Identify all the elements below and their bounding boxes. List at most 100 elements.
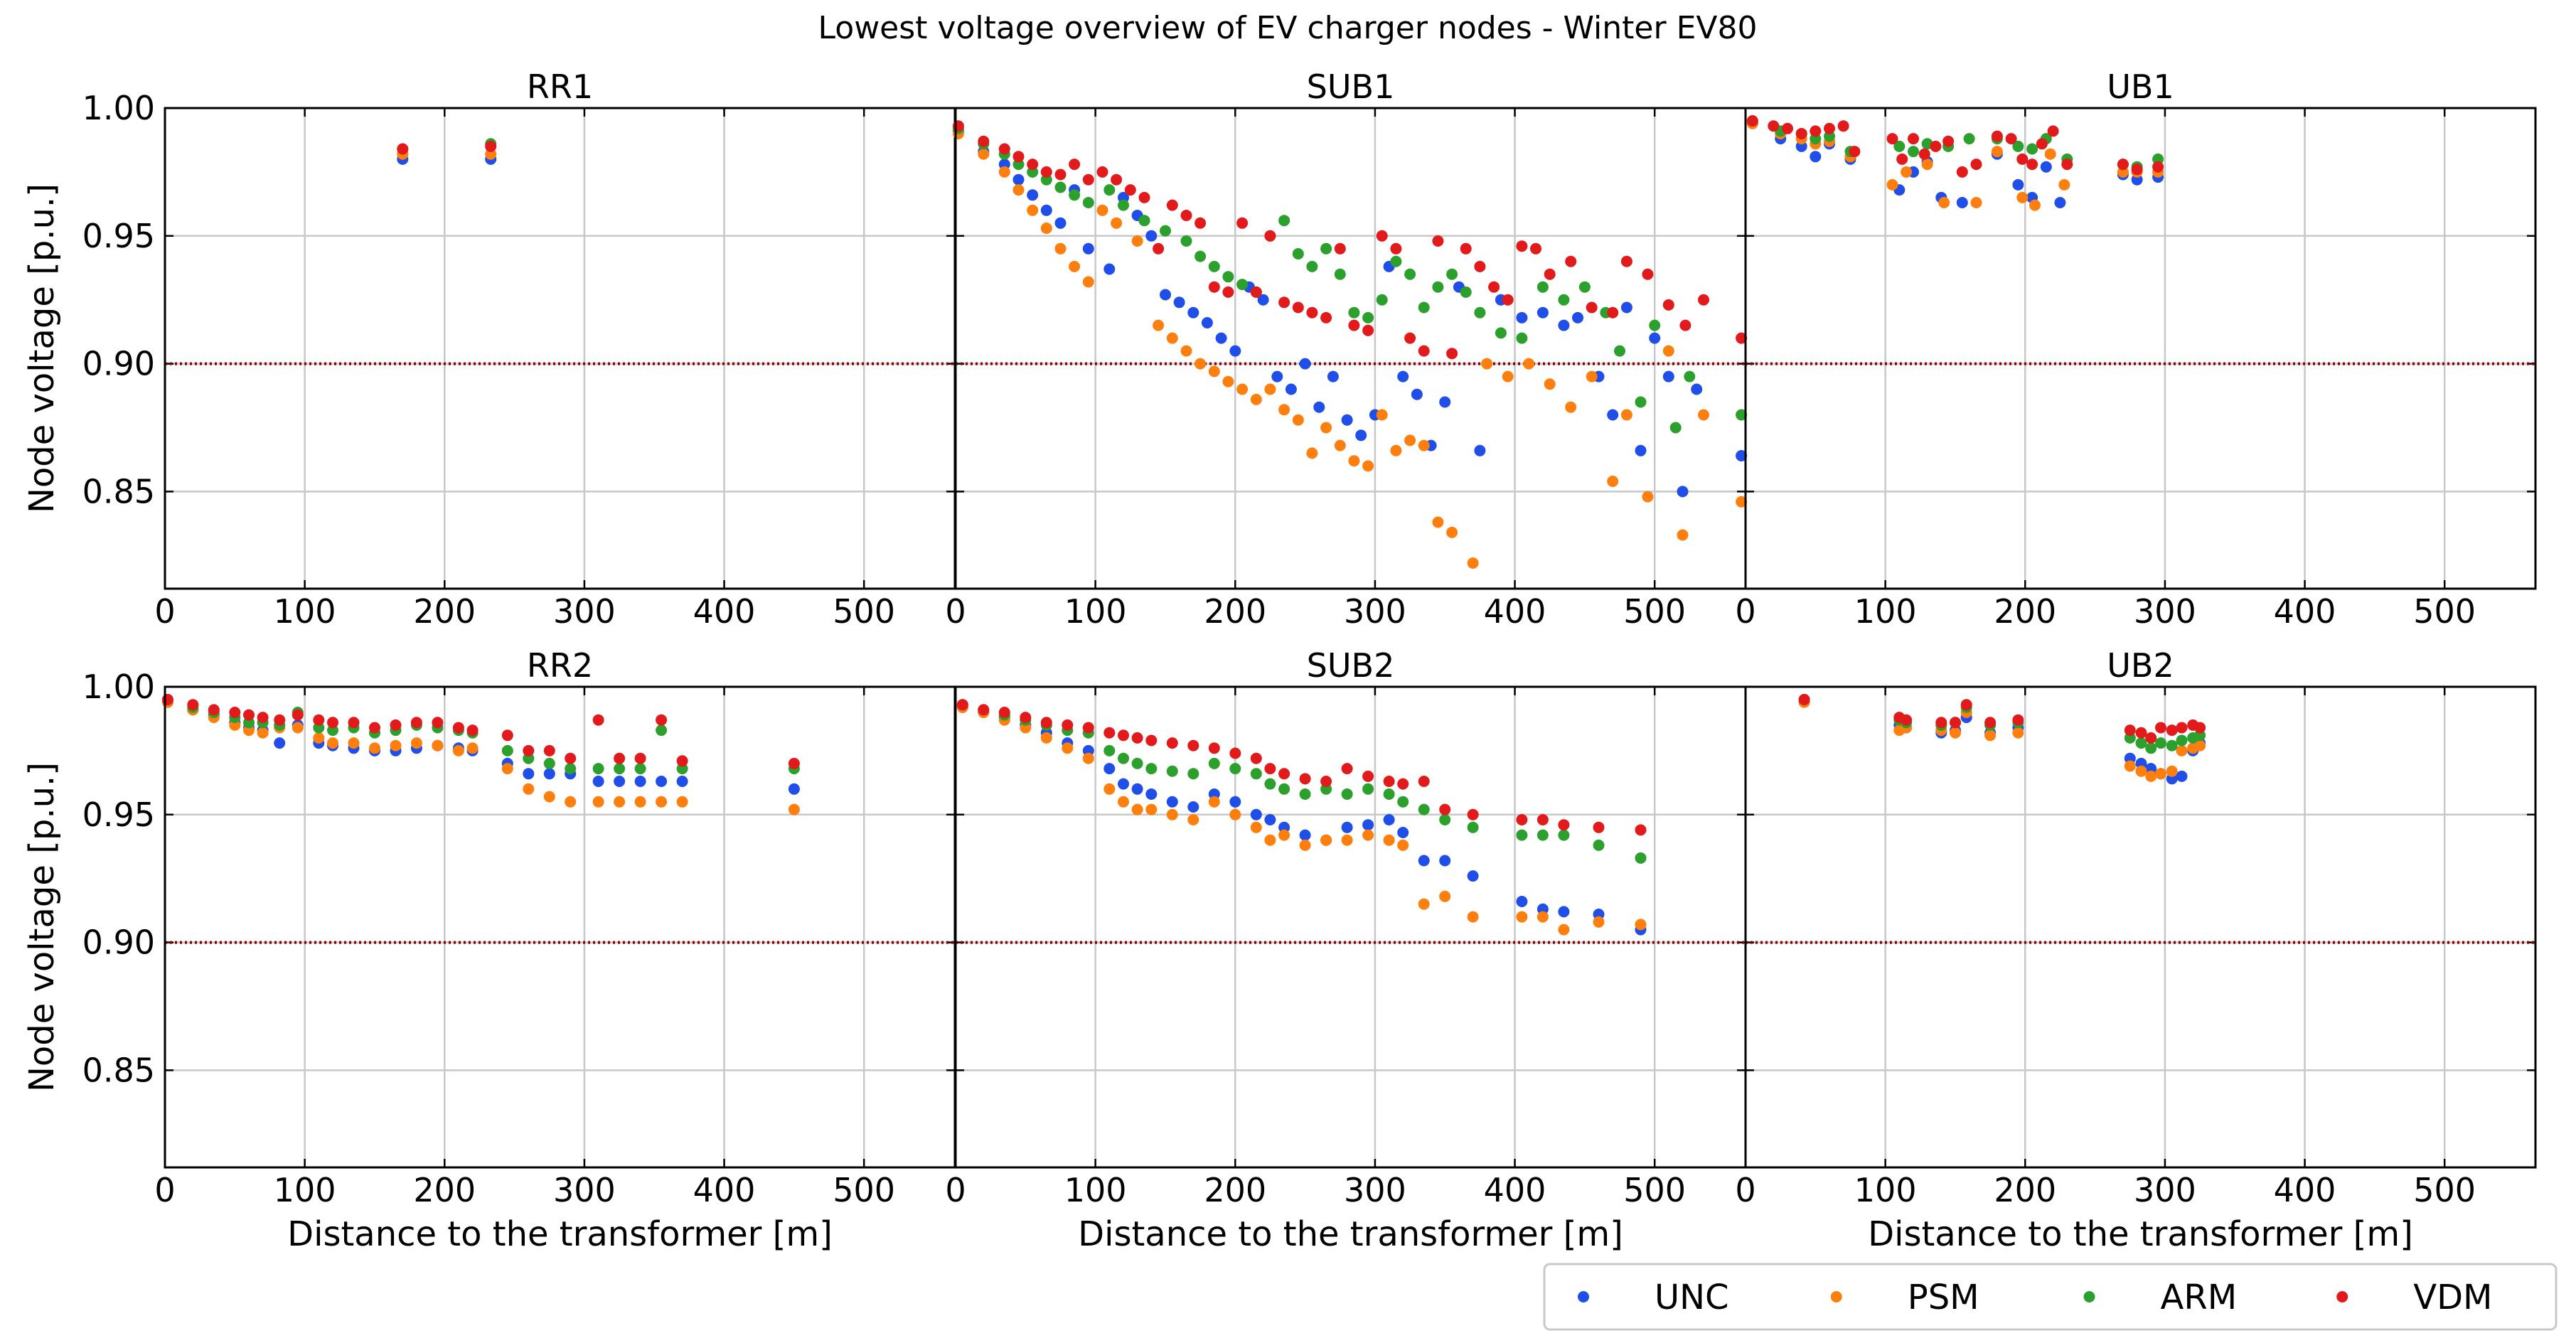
data-point	[1635, 824, 1647, 836]
data-point	[348, 737, 360, 749]
data-point	[1103, 263, 1116, 275]
x-tick-label: 200	[413, 592, 476, 631]
data-point	[1215, 332, 1227, 344]
data-point	[432, 717, 444, 729]
data-point	[1886, 178, 1898, 191]
x-tick-label: 0	[945, 592, 966, 631]
data-point	[634, 796, 646, 808]
x-tick-label: 100	[1854, 592, 1917, 631]
data-point	[1236, 217, 1249, 229]
data-point	[1593, 821, 1605, 833]
data-point	[348, 717, 360, 729]
x-tick-label: 0	[1735, 592, 1755, 631]
data-point	[1607, 476, 1619, 487]
data-point	[466, 724, 479, 737]
data-point	[1635, 444, 1647, 456]
data-point	[1565, 401, 1577, 413]
x-tick-label: 200	[1994, 1171, 2056, 1209]
data-point	[788, 757, 800, 769]
data-point	[1397, 778, 1409, 790]
x-tick-label: 300	[553, 1171, 616, 1209]
data-point	[327, 737, 338, 749]
data-point	[1404, 434, 1416, 446]
data-point	[1558, 294, 1570, 306]
data-point	[1432, 235, 1444, 247]
data-point	[2012, 140, 2024, 152]
data-point	[978, 704, 990, 716]
data-point	[1341, 788, 1353, 800]
series-vdm	[1746, 115, 2164, 178]
y-tick-label: 0.95	[82, 796, 155, 834]
data-point	[2194, 739, 2206, 751]
data-point	[1096, 204, 1108, 216]
data-point	[1558, 829, 1570, 841]
data-point	[1736, 332, 1748, 344]
data-point	[1306, 306, 1318, 319]
data-point	[410, 717, 422, 729]
data-point	[1935, 717, 1947, 729]
data-point	[543, 757, 555, 769]
data-point	[1956, 197, 1968, 208]
data-point	[1950, 727, 1961, 739]
data-point	[656, 796, 668, 808]
data-point	[1516, 829, 1528, 841]
data-point	[1397, 839, 1409, 851]
x-tick-label: 200	[1204, 592, 1266, 631]
data-point	[1292, 248, 1304, 259]
data-point	[1229, 763, 1241, 775]
data-point	[1418, 345, 1430, 357]
data-point	[2012, 178, 2024, 191]
data-point	[1054, 242, 1067, 255]
x-tick-label: 400	[2274, 1171, 2336, 1209]
data-point	[1187, 814, 1199, 825]
x-tick-label: 400	[1484, 592, 1546, 631]
data-point	[1264, 834, 1276, 846]
data-point	[2155, 737, 2166, 749]
data-point	[1669, 422, 1682, 434]
legend-label: PSM	[1908, 1278, 1979, 1317]
data-point	[1145, 763, 1158, 775]
data-point	[1362, 770, 1374, 782]
data-point	[1502, 294, 1514, 306]
data-point	[1222, 375, 1234, 387]
data-point	[1145, 788, 1158, 800]
data-point	[1593, 916, 1605, 928]
x-tick-label: 0	[1735, 1171, 1755, 1209]
panel-title: UB1	[2107, 68, 2174, 106]
data-point	[1285, 383, 1297, 395]
data-point	[1810, 151, 1822, 163]
series-unc	[956, 701, 1647, 936]
data-point	[1418, 776, 1430, 787]
x-axis-label: Distance to the transformer [m]	[1078, 1214, 1623, 1254]
data-point	[1348, 319, 1360, 331]
data-point	[1208, 260, 1220, 272]
data-point	[1460, 286, 1472, 298]
data-point	[1111, 173, 1123, 186]
data-point	[1131, 783, 1143, 795]
data-point	[1236, 279, 1249, 291]
data-point	[1984, 729, 1997, 742]
data-point	[788, 783, 800, 795]
data-point	[1984, 717, 1997, 729]
data-point	[1488, 281, 1500, 293]
data-point	[1299, 839, 1311, 851]
data-point	[369, 722, 380, 734]
data-point	[1798, 694, 1810, 705]
data-point	[2016, 153, 2029, 165]
data-point	[1635, 919, 1647, 931]
scatter-points	[956, 699, 1647, 936]
data-point	[2026, 143, 2038, 155]
data-point	[1418, 855, 1430, 867]
data-point	[1649, 319, 1661, 331]
panel-title: UB2	[2107, 646, 2174, 685]
data-point	[1124, 184, 1136, 196]
data-point	[2166, 765, 2178, 777]
data-point	[1620, 301, 1632, 314]
x-tick-label: 300	[2134, 1171, 2196, 1209]
legend-marker	[2336, 1291, 2348, 1302]
data-point	[1341, 763, 1353, 775]
series-psm	[952, 128, 1748, 569]
data-point	[1160, 289, 1171, 301]
data-point	[1439, 396, 1451, 408]
